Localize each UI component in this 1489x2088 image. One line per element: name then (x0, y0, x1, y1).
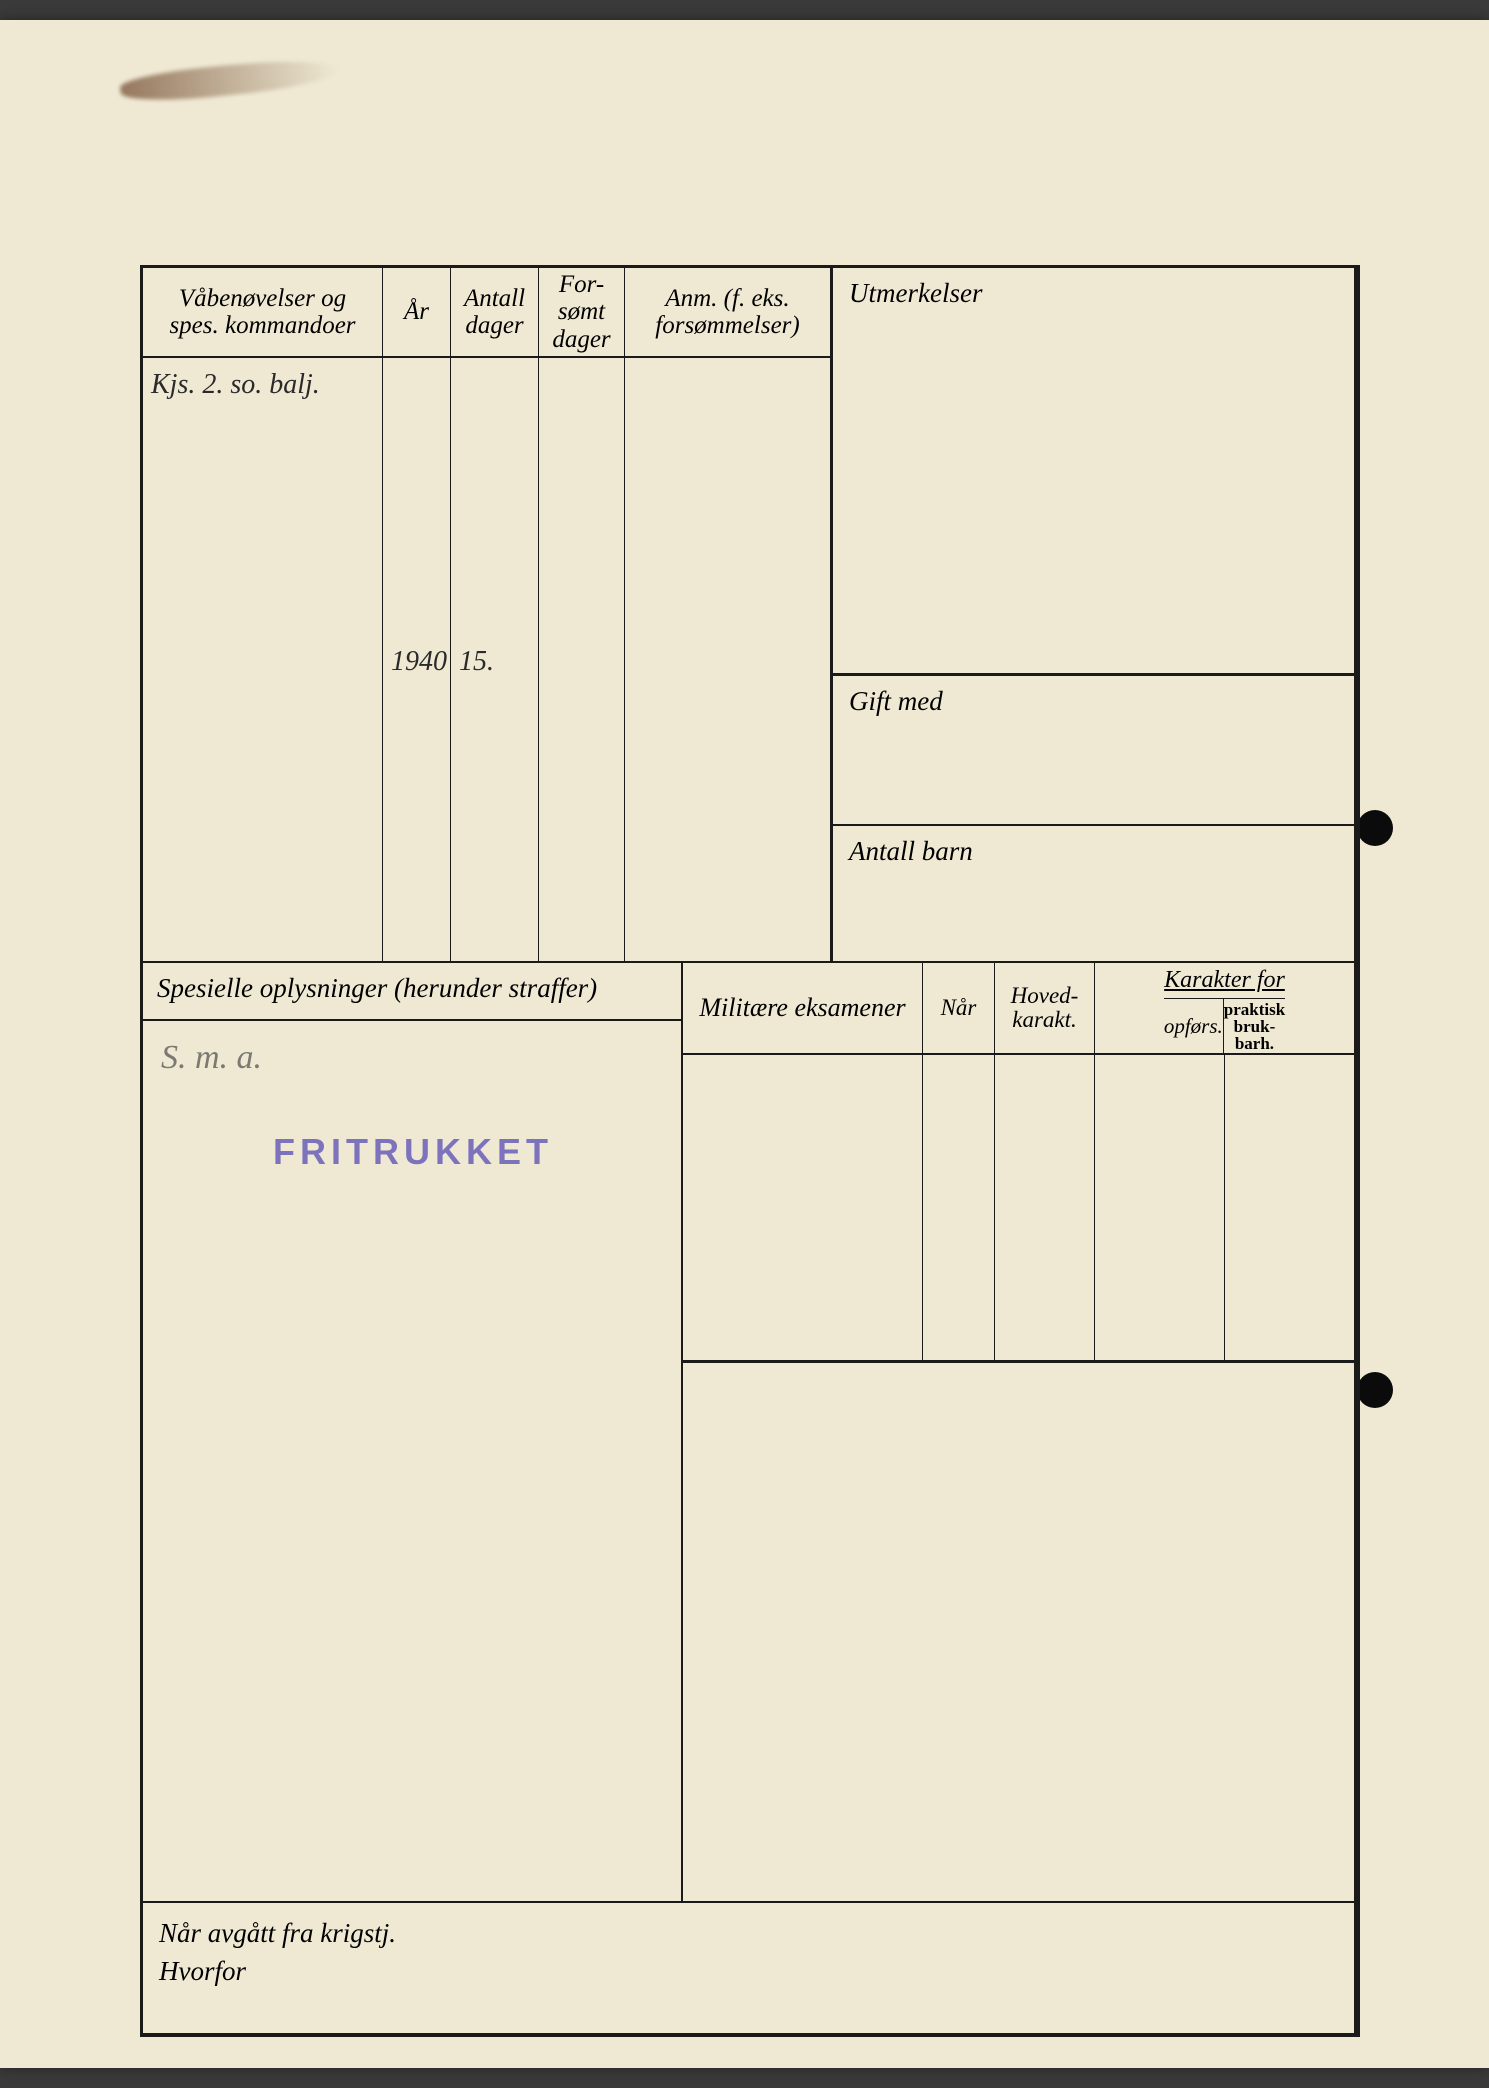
col-header-opfors: opførs. (1164, 999, 1224, 1053)
mil-header-row: Militære eksamener Når Hoved- karakt. Ka… (683, 963, 1354, 1055)
handwritten-value: 15. (459, 641, 494, 678)
header-text: Antall (464, 285, 525, 313)
punch-hole (1357, 1372, 1393, 1408)
mil-empty-area (683, 1363, 1354, 1901)
spesielle-oplysninger-block: Spesielle oplysninger (herunder straffer… (143, 963, 683, 1901)
header-text: karakt. (1012, 1008, 1077, 1032)
header-text: Anm. (f. eks. (665, 285, 789, 313)
cell-naar (923, 1055, 995, 1360)
cell-opfors (1095, 1055, 1225, 1360)
col-header-vaben: Våbenøvelser og spes. kommandoer (143, 268, 383, 356)
document-page: Våbenøvelser og spes. kommandoer År Anta… (0, 20, 1489, 2068)
col-header-karakter-for: Karakter for opførs. praktisk bruk- barh… (1095, 963, 1354, 1053)
col-header-anm: Anm. (f. eks. forsømmelser) (625, 268, 830, 356)
header-text: For- (559, 271, 604, 299)
paper-scuff-mark (119, 54, 341, 107)
header-text: spes. kommandoer (169, 312, 355, 340)
header-text: barh. (1235, 1034, 1274, 1053)
exercises-table: Våbenøvelser og spes. kommandoer År Anta… (143, 268, 833, 961)
handwritten-note: S. m. a. (161, 1039, 663, 1077)
karakter-sub-row: opførs. praktisk bruk- barh. (1164, 999, 1285, 1053)
header-text: dager (465, 312, 523, 340)
col-header-antall-dager: Antall dager (451, 268, 539, 356)
header-text: Hoved- (1011, 984, 1079, 1008)
handwritten-value: 1940 (391, 641, 447, 678)
cell-praktisk (1225, 1055, 1354, 1360)
col-header-hovedkarakt: Hoved- karakt. (995, 963, 1095, 1053)
cell-vaben: Kjs. 2. so. balj. (143, 358, 383, 961)
karakter-for-label: Karakter for (1164, 963, 1285, 999)
exercises-header-row: Våbenøvelser og spes. kommandoer År Anta… (143, 268, 830, 358)
form-row-2: Spesielle oplysninger (herunder straffer… (143, 963, 1354, 1903)
field-label: Utmerkelser (849, 278, 982, 308)
gift-med-field: Gift med (833, 676, 1354, 826)
form-row-1: Våbenøvelser og spes. kommandoer År Anta… (143, 268, 1354, 963)
militaere-eksamener-block: Militære eksamener Når Hoved- karakt. Ka… (683, 963, 1354, 1901)
field-label: Gift med (849, 686, 943, 716)
col-header-aar: År (383, 268, 451, 356)
spesielle-header: Spesielle oplysninger (herunder straffer… (143, 963, 681, 1021)
cell-anm (625, 358, 830, 961)
cell-aar: 1940 (383, 358, 451, 961)
militaere-eksamener-table: Militære eksamener Når Hoved- karakt. Ka… (683, 963, 1354, 1363)
cell-antall-dager: 15. (451, 358, 539, 961)
col-header-praktisk: praktisk bruk- barh. (1224, 999, 1285, 1053)
header-text: dager (552, 326, 610, 354)
form-row-3: Når avgått fra krigstj. Hvorfor (143, 1903, 1354, 2033)
header-text: sømt (558, 298, 605, 326)
antall-barn-field: Antall barn (833, 826, 1354, 961)
cell-eksamen (683, 1055, 923, 1360)
utmerkelser-field: Utmerkelser (833, 268, 1354, 676)
field-label: Antall barn (849, 836, 973, 866)
mil-body-row (683, 1055, 1354, 1360)
spesielle-body: S. m. a. FRITRUKKET (143, 1021, 681, 1901)
military-record-form: Våbenøvelser og spes. kommandoer År Anta… (140, 265, 1360, 2037)
exercises-body: Kjs. 2. so. balj. 1940 15. (143, 358, 830, 961)
punch-hole (1357, 810, 1393, 846)
col-header-naar: Når (923, 963, 995, 1053)
header-text: Våbenøvelser og (179, 285, 346, 313)
hvorfor-label: Hvorfor (159, 1953, 1338, 1991)
right-info-panel: Utmerkelser Gift med Antall barn (833, 268, 1354, 961)
cell-hovedkarakt (995, 1055, 1095, 1360)
fritrukket-stamp: FRITRUKKET (273, 1131, 553, 1173)
header-text: forsømmelser) (655, 312, 799, 340)
col-header-eksamen: Militære eksamener (683, 963, 923, 1053)
col-header-forsomt-dager: For- sømt dager (539, 268, 625, 356)
avgaatt-label: Når avgått fra krigstj. (159, 1915, 1338, 1953)
handwritten-value: Kjs. 2. so. balj. (151, 364, 320, 401)
cell-forsomt-dager (539, 358, 625, 961)
